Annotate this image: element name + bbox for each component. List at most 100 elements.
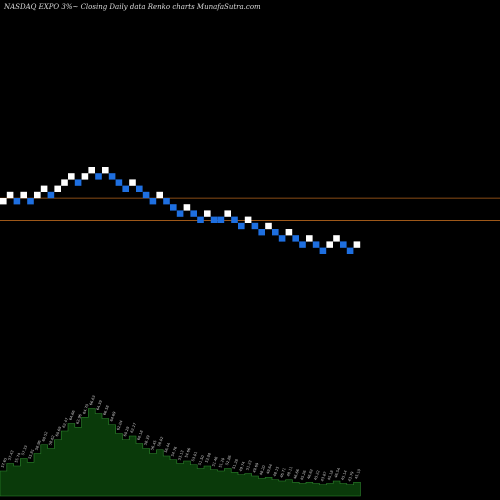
volume-label-2: 55.74	[14, 452, 22, 464]
renko-brick-25	[170, 204, 177, 211]
renko-brick-8	[54, 185, 61, 192]
volume-label-48: 45.18	[327, 469, 335, 481]
volume-label-17: 62.04	[116, 419, 124, 431]
volume-label-28: 53.01	[191, 451, 198, 462]
volume-label-35: 49.74	[239, 460, 247, 472]
renko-brick-9	[61, 179, 68, 186]
renko-brick-33	[224, 210, 231, 217]
renko-brick-23	[156, 191, 163, 199]
volume-label-22: 56.45	[150, 440, 157, 451]
volume-label-34: 51.28	[232, 458, 240, 470]
volume-label-13: 66.63	[89, 395, 96, 406]
renko-brick-48	[326, 241, 333, 248]
volume-label-0: 57.65	[1, 457, 8, 468]
volume-label-36: 51.23	[245, 460, 252, 471]
volume-label-21: 58.39	[143, 434, 151, 446]
renko-brick-37	[251, 222, 259, 230]
renko-brick-21	[142, 191, 150, 199]
volume-label-23: 58.02	[157, 436, 164, 447]
renko-brick-6	[40, 185, 48, 192]
renko-brick-42	[285, 229, 293, 236]
volume-label-39: 49.64	[266, 463, 274, 475]
renko-brick-26	[176, 210, 184, 217]
volume-label-52: 45.10	[354, 468, 362, 480]
renko-brick-35	[238, 222, 245, 230]
renko-brick-31	[210, 216, 218, 223]
renko-brick-44	[299, 241, 306, 248]
volume-label-46: 45.22	[313, 470, 320, 481]
volume-label-5: 58.96	[35, 439, 43, 451]
renko-brick-43	[292, 235, 299, 242]
renko-brick-30	[204, 210, 211, 217]
volume-label-50: 45.14	[341, 469, 349, 481]
renko-brick-38	[258, 229, 265, 236]
renko-brick-13	[88, 167, 95, 174]
volume-label-51: 43.79	[347, 470, 355, 482]
renko-brick-46	[312, 241, 320, 248]
volume-label-6: 60.52	[41, 431, 48, 442]
renko-brick-18	[122, 185, 129, 192]
renko-brick-40	[272, 229, 279, 236]
renko-brick-36	[244, 216, 252, 223]
volume-label-15: 66.58	[103, 404, 111, 416]
volume-label-8: 60.69	[55, 425, 63, 437]
volume-label-40: 48.15	[273, 466, 280, 477]
volume-label-25: 54.76	[171, 445, 179, 457]
volume-label-1: 57.43	[7, 450, 14, 461]
volume-label-44: 45.26	[300, 469, 308, 481]
renko-brick-5	[34, 191, 41, 199]
renko-brick-3	[20, 191, 27, 199]
renko-brick-29	[197, 216, 204, 223]
chart-title: NASDAQ EXPO 3%~ Closing Daily data Renko…	[3, 3, 261, 11]
renko-brick-41	[278, 235, 286, 242]
renko-brick-24	[163, 198, 170, 205]
volume-label-19: 62.27	[130, 422, 137, 433]
renko-brick-7	[47, 191, 55, 199]
renko-brick-47	[319, 247, 327, 254]
renko-brick-4	[27, 198, 34, 205]
volume-label-29: 51.50	[198, 454, 206, 466]
renko-brick-12	[81, 173, 89, 180]
volume-area	[0, 408, 361, 497]
renko-brick-49	[333, 235, 340, 242]
renko-brick-17	[115, 179, 123, 186]
volume-label-14: 64.39	[96, 399, 104, 411]
renko-brick-2	[13, 198, 21, 205]
volume-label-45: 46.62	[307, 469, 314, 480]
volume-label-33: 52.86	[225, 454, 233, 466]
renko-brick-39	[265, 222, 272, 230]
renko-brick-10	[68, 173, 75, 180]
volume-area-shape	[0, 408, 361, 497]
volume-label-42: 48.11	[286, 466, 293, 477]
volume-label-47: 43.87	[320, 471, 327, 482]
volume-label-49: 46.54	[334, 467, 342, 479]
volume-label-10: 64.66	[69, 409, 77, 421]
renko-brick-11	[74, 179, 82, 186]
renko-brick-15	[102, 167, 109, 174]
volume-label-43: 46.66	[293, 468, 301, 480]
renko-bricks	[0, 167, 361, 254]
renko-brick-16	[108, 173, 116, 180]
volume-label-27: 54.66	[184, 447, 192, 459]
renko-brick-1	[6, 191, 14, 199]
volume-label-7: 58.62	[48, 435, 55, 446]
volume-label-38: 48.20	[259, 464, 267, 476]
renko-brick-22	[149, 198, 157, 205]
volume-label-24: 56.44	[164, 442, 172, 454]
volume-label-9: 62.47	[62, 417, 69, 428]
renko-brick-51	[346, 247, 354, 254]
renko-brick-28	[190, 210, 197, 217]
volume-label-41: 46.71	[279, 467, 286, 478]
volume-label-30: 53.00	[205, 452, 213, 464]
volume-label-26: 53.13	[177, 450, 184, 461]
volume-label-4: 55.81	[28, 449, 35, 460]
renko-brick-34	[231, 216, 238, 223]
volume-label-16: 64.69	[109, 410, 117, 422]
volume-label-32: 51.20	[218, 457, 226, 469]
volume-label-18: 60.29	[123, 425, 131, 437]
renko-brick-52	[353, 241, 361, 248]
renko-brick-45	[306, 235, 313, 242]
